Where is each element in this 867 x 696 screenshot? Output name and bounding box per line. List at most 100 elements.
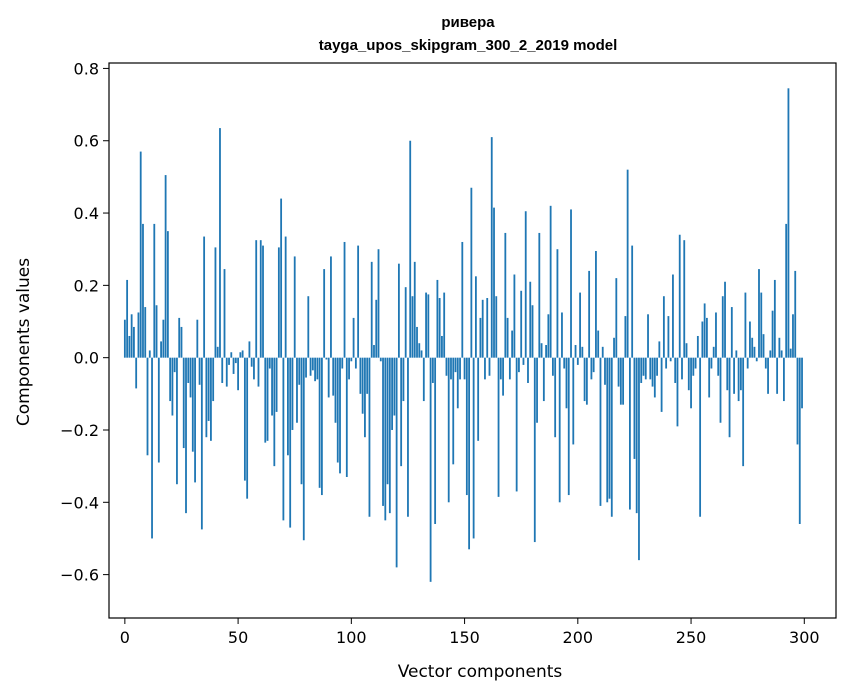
bar-237 <box>660 357 663 412</box>
bar-28 <box>187 357 190 383</box>
bar-235 <box>656 357 658 376</box>
bar-214 <box>608 357 611 499</box>
bar-238 <box>662 296 665 358</box>
bar-173 <box>515 357 518 492</box>
y-tick-label: −0.6 <box>60 566 99 585</box>
bar-200 <box>576 357 579 365</box>
bar-108 <box>368 357 371 517</box>
bar-275 <box>746 357 749 369</box>
y-tick-label: 0.2 <box>74 276 99 295</box>
bar-27 <box>185 357 187 514</box>
bar-106 <box>364 357 366 438</box>
bar-203 <box>583 357 586 402</box>
bar-87 <box>320 357 323 496</box>
x-tick-label: 150 <box>449 628 480 647</box>
bar-138 <box>436 279 439 358</box>
bar-73 <box>289 357 292 528</box>
bar-17 <box>162 319 165 358</box>
bar-249 <box>687 357 690 391</box>
bar-158 <box>481 299 484 358</box>
bar-159 <box>484 357 486 380</box>
bar-298 <box>798 357 801 524</box>
bar-271 <box>737 357 740 402</box>
bar-52 <box>241 350 244 358</box>
bar-175 <box>520 290 523 358</box>
bar-146 <box>454 357 457 373</box>
bar-293 <box>787 88 790 358</box>
bar-204 <box>585 357 588 405</box>
bar-140 <box>441 335 443 358</box>
bar-55 <box>248 341 251 358</box>
bar-208 <box>595 251 597 358</box>
bar-250 <box>690 357 692 409</box>
bar-231 <box>647 314 649 358</box>
bar-148 <box>459 357 461 380</box>
bar-278 <box>753 346 756 358</box>
bar-11 <box>148 350 151 358</box>
bar-232 <box>649 357 652 380</box>
bar-266 <box>726 357 729 391</box>
bar-224 <box>631 245 634 358</box>
chart-title-line2: tayga_upos_skipgram_300_2_2019 model <box>319 37 618 54</box>
bar-84 <box>314 357 316 382</box>
bar-46 <box>228 357 230 365</box>
bar-243 <box>674 357 677 383</box>
bar-180 <box>531 305 534 358</box>
bar-178 <box>527 357 529 383</box>
bar-70 <box>282 357 285 521</box>
bar-155 <box>474 276 477 358</box>
bar-120 <box>395 357 398 568</box>
bar-24 <box>178 317 181 358</box>
bar-132 <box>422 357 425 402</box>
bar-150 <box>463 357 466 380</box>
bar-261 <box>715 312 717 358</box>
bar-212 <box>604 357 606 385</box>
bar-82 <box>309 357 312 376</box>
bar-280 <box>758 269 760 358</box>
bar-119 <box>393 357 396 416</box>
bar-18 <box>164 175 167 358</box>
bar-1 <box>126 279 129 358</box>
bar-143 <box>447 357 450 503</box>
bar-242 <box>672 274 674 358</box>
bar-112 <box>377 249 380 358</box>
bar-281 <box>760 292 763 358</box>
bar-230 <box>644 357 647 380</box>
x-tick-label: 50 <box>228 628 248 647</box>
bar-170 <box>508 357 511 380</box>
bar-141 <box>443 292 446 358</box>
bar-74 <box>291 357 294 430</box>
bar-79 <box>302 357 305 541</box>
bar-105 <box>361 357 364 414</box>
bar-64 <box>268 357 271 369</box>
y-tick-label: 0.0 <box>74 349 99 368</box>
bar-222 <box>626 169 629 358</box>
bar-series <box>123 88 803 582</box>
bar-291 <box>783 357 785 402</box>
bar-102 <box>354 357 357 369</box>
bar-103 <box>357 245 360 358</box>
bar-50 <box>237 357 239 391</box>
bar-42 <box>219 128 221 358</box>
bar-174 <box>518 357 520 373</box>
bar-221 <box>624 316 627 358</box>
bar-297 <box>796 357 799 445</box>
bar-121 <box>397 263 400 358</box>
bar-68 <box>277 247 280 358</box>
bar-201 <box>579 292 581 358</box>
bar-15 <box>157 357 160 463</box>
bar-2 <box>128 335 131 358</box>
bar-276 <box>749 321 751 358</box>
bar-3 <box>130 314 133 358</box>
bar-29 <box>189 357 192 398</box>
bar-296 <box>794 270 797 358</box>
bar-93 <box>334 357 337 423</box>
bar-279 <box>755 357 758 362</box>
bar-185 <box>542 357 545 402</box>
bar-123 <box>402 357 405 402</box>
bar-36 <box>205 357 208 438</box>
bar-258 <box>708 357 711 398</box>
x-tick-label: 300 <box>789 628 820 647</box>
bar-211 <box>601 346 604 358</box>
bar-6 <box>137 312 140 358</box>
